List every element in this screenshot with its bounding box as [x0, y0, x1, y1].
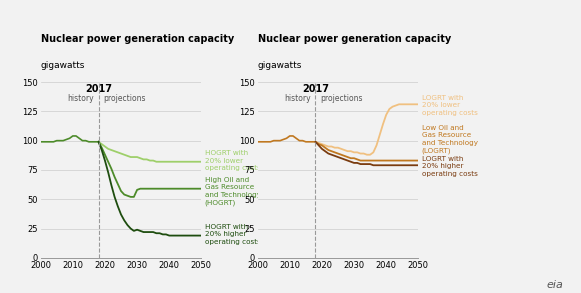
Text: gigawatts: gigawatts — [41, 61, 85, 70]
Text: HOGRT with
20% lower
operating costs: HOGRT with 20% lower operating costs — [205, 150, 260, 171]
Text: projections: projections — [320, 94, 363, 103]
Text: High Oil and
Gas Resource
and Technology
(HOGRT): High Oil and Gas Resource and Technology… — [205, 177, 261, 205]
Text: LOGRT with
20% lower
operating costs: LOGRT with 20% lower operating costs — [422, 95, 478, 116]
Text: 2017: 2017 — [85, 84, 112, 94]
Text: LOGRT with
20% higher
operating costs: LOGRT with 20% higher operating costs — [422, 156, 478, 177]
Text: history: history — [67, 94, 94, 103]
Text: Nuclear power generation capacity: Nuclear power generation capacity — [41, 34, 234, 44]
Text: 2017: 2017 — [302, 84, 329, 94]
Text: gigawatts: gigawatts — [257, 61, 302, 70]
Text: Nuclear power generation capacity: Nuclear power generation capacity — [257, 34, 451, 44]
Text: history: history — [284, 94, 311, 103]
Text: HOGRT with
20% higher
operating costs: HOGRT with 20% higher operating costs — [205, 224, 260, 245]
Text: Low Oil and
Gas Resource
and Technology
(LOGRT): Low Oil and Gas Resource and Technology … — [422, 125, 478, 154]
Text: projections: projections — [103, 94, 146, 103]
Text: eia: eia — [547, 280, 564, 290]
